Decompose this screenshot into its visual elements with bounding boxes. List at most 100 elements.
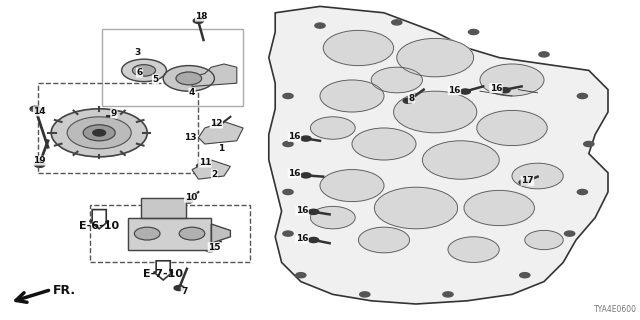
- Circle shape: [358, 227, 410, 253]
- Text: 7: 7: [181, 287, 188, 296]
- Polygon shape: [211, 224, 230, 243]
- Circle shape: [392, 20, 402, 25]
- Circle shape: [163, 66, 214, 91]
- Text: 10: 10: [184, 193, 197, 202]
- Text: TYA4E0600: TYA4E0600: [594, 305, 637, 314]
- Text: 13: 13: [184, 133, 197, 142]
- Bar: [31, 107, 43, 113]
- Text: 12: 12: [210, 119, 223, 128]
- Text: 16: 16: [296, 234, 308, 243]
- Polygon shape: [269, 6, 608, 304]
- Circle shape: [301, 173, 311, 178]
- Circle shape: [443, 292, 453, 297]
- Text: 5: 5: [152, 75, 159, 84]
- Text: FR.: FR.: [52, 284, 76, 297]
- Circle shape: [51, 109, 147, 157]
- Circle shape: [519, 180, 529, 185]
- Circle shape: [308, 209, 319, 214]
- Circle shape: [83, 125, 115, 141]
- Circle shape: [196, 164, 204, 168]
- Circle shape: [539, 52, 549, 57]
- Text: 16: 16: [296, 206, 308, 215]
- Text: E-6-10: E-6-10: [79, 220, 119, 231]
- Circle shape: [310, 206, 355, 229]
- Circle shape: [374, 187, 458, 229]
- Circle shape: [320, 170, 384, 202]
- Text: E-7-10: E-7-10: [143, 268, 183, 279]
- Text: 19: 19: [33, 156, 46, 165]
- Bar: [128, 218, 211, 250]
- Circle shape: [301, 136, 311, 141]
- Text: 9: 9: [111, 109, 117, 118]
- Circle shape: [403, 98, 413, 103]
- Text: 8: 8: [408, 94, 415, 103]
- Circle shape: [122, 59, 166, 82]
- Bar: [141, 198, 186, 218]
- Text: 14: 14: [33, 107, 46, 116]
- Text: 17: 17: [521, 176, 534, 185]
- Circle shape: [283, 189, 293, 195]
- Circle shape: [283, 231, 293, 236]
- Circle shape: [310, 117, 355, 139]
- Circle shape: [577, 189, 588, 195]
- Text: 1: 1: [218, 144, 224, 153]
- Text: 16: 16: [288, 132, 301, 141]
- Circle shape: [184, 199, 193, 203]
- Bar: [128, 218, 211, 250]
- Circle shape: [174, 285, 184, 291]
- Text: 6: 6: [136, 68, 143, 77]
- Circle shape: [460, 89, 470, 94]
- Circle shape: [564, 231, 575, 236]
- Circle shape: [520, 273, 530, 278]
- Polygon shape: [192, 160, 230, 179]
- Circle shape: [176, 72, 202, 85]
- Circle shape: [283, 141, 293, 147]
- Circle shape: [480, 64, 544, 96]
- Circle shape: [315, 23, 325, 28]
- Circle shape: [477, 110, 547, 146]
- Text: 3: 3: [134, 48, 141, 57]
- Circle shape: [308, 237, 319, 243]
- Circle shape: [464, 190, 534, 226]
- Circle shape: [352, 128, 416, 160]
- Text: 16: 16: [288, 169, 301, 178]
- Circle shape: [179, 227, 205, 240]
- Circle shape: [283, 93, 293, 99]
- Circle shape: [371, 67, 422, 93]
- Circle shape: [93, 130, 106, 136]
- Circle shape: [512, 163, 563, 189]
- Text: 2: 2: [211, 170, 218, 179]
- FancyArrow shape: [90, 210, 109, 229]
- Text: 16: 16: [490, 84, 502, 92]
- Circle shape: [101, 114, 110, 118]
- Circle shape: [394, 91, 477, 133]
- Circle shape: [360, 292, 370, 297]
- Circle shape: [468, 29, 479, 35]
- Polygon shape: [192, 64, 237, 86]
- Circle shape: [323, 30, 394, 66]
- Circle shape: [193, 18, 204, 23]
- Circle shape: [577, 93, 588, 99]
- Text: 11: 11: [198, 158, 211, 167]
- Bar: [102, 29, 243, 106]
- Circle shape: [422, 141, 499, 179]
- Circle shape: [67, 117, 131, 149]
- Circle shape: [448, 237, 499, 262]
- Circle shape: [35, 162, 45, 167]
- Circle shape: [205, 247, 214, 252]
- Polygon shape: [198, 122, 243, 144]
- Text: 16: 16: [448, 86, 461, 95]
- Circle shape: [215, 123, 224, 127]
- Circle shape: [296, 273, 306, 278]
- Text: 4: 4: [189, 88, 195, 97]
- Circle shape: [525, 230, 563, 250]
- FancyArrow shape: [154, 261, 173, 280]
- Circle shape: [134, 227, 160, 240]
- Circle shape: [320, 80, 384, 112]
- Text: 18: 18: [195, 12, 208, 21]
- Circle shape: [30, 106, 40, 111]
- Bar: [102, 29, 243, 106]
- Circle shape: [500, 88, 510, 93]
- Circle shape: [397, 38, 474, 77]
- Bar: [141, 198, 186, 218]
